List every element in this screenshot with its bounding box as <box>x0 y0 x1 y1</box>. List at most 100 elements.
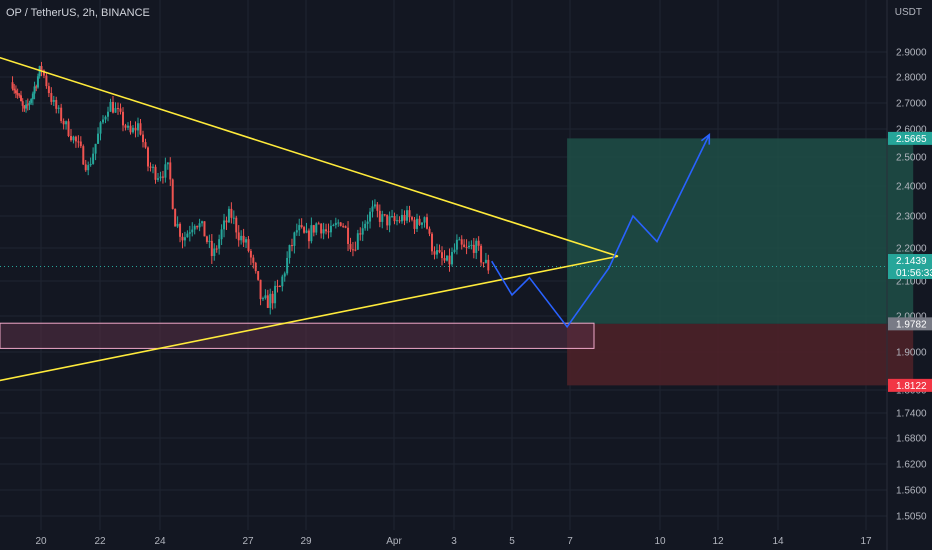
candle-body <box>240 235 243 241</box>
candle-body <box>281 276 284 287</box>
support-trendline[interactable] <box>0 255 619 382</box>
candle-body <box>52 100 55 102</box>
candle-body <box>247 239 250 251</box>
candle-body <box>139 123 142 135</box>
candle-body <box>223 220 226 230</box>
candle-body <box>18 94 21 96</box>
x-tick-label: 5 <box>509 536 515 547</box>
candle-body <box>208 240 211 242</box>
candle-body <box>67 121 70 137</box>
candle-body <box>472 244 475 253</box>
candle-body <box>276 285 279 287</box>
y-tick-label: 2.3000 <box>896 212 927 223</box>
candle-body <box>220 229 223 240</box>
candle-body <box>137 123 139 131</box>
candle-body <box>391 216 394 218</box>
candle-body <box>87 165 90 171</box>
candle-body <box>393 216 396 222</box>
x-tick-label: 14 <box>772 536 784 547</box>
candle-body <box>416 218 418 229</box>
candle-body <box>72 136 75 141</box>
candle-body <box>383 214 386 216</box>
candle-body <box>441 252 443 259</box>
candle-body <box>159 176 162 179</box>
candle-body <box>411 217 413 220</box>
candle-body <box>477 240 480 246</box>
candle-body <box>460 239 463 245</box>
candle-body <box>102 119 104 123</box>
x-tick-label: 12 <box>712 536 724 547</box>
candle-body <box>295 230 298 233</box>
candle-body <box>89 163 92 166</box>
candle-body <box>371 206 374 212</box>
price-label-countdown: 01:56:33 <box>896 268 932 279</box>
candle-body <box>21 101 24 106</box>
candle-body <box>458 239 461 241</box>
candle-body <box>181 236 184 241</box>
candle-body <box>14 90 17 94</box>
candle-body <box>421 222 423 225</box>
candle-body <box>406 210 408 221</box>
candle-body <box>288 245 291 258</box>
y-tick-label: 2.5000 <box>896 153 927 164</box>
candle-body <box>484 259 487 263</box>
candle-body <box>213 248 216 257</box>
y-tick-label: 2.0000 <box>896 312 927 323</box>
candle-body <box>144 142 147 148</box>
symbol-title: OP / TetherUS, 2h, BINANCE <box>6 7 150 19</box>
candle-body <box>322 229 325 234</box>
candle-body <box>349 243 352 250</box>
candle-body <box>487 259 490 271</box>
candle-body <box>99 122 102 134</box>
candle-body <box>227 208 230 223</box>
profit-zone[interactable] <box>567 138 914 324</box>
candle-body <box>329 225 332 233</box>
loss-zone[interactable] <box>567 323 914 386</box>
candle-body <box>264 295 267 299</box>
candle-body <box>254 262 257 272</box>
candle-body <box>47 86 50 94</box>
y-tick-label: 1.5050 <box>896 512 927 523</box>
candle-body <box>342 225 345 227</box>
candle-body <box>147 147 149 167</box>
candle-body <box>269 293 272 308</box>
candle-body <box>401 214 403 222</box>
support-zone[interactable] <box>0 322 595 349</box>
candle-body <box>266 295 269 308</box>
candle-body <box>230 208 233 218</box>
candle-body <box>154 166 157 180</box>
candle-body <box>310 225 313 242</box>
candle-body <box>252 257 255 263</box>
candle-body <box>84 164 87 171</box>
candle-body <box>482 262 485 264</box>
candle-body <box>300 225 303 228</box>
projection-path[interactable] <box>491 134 711 329</box>
candle-body <box>45 75 48 87</box>
candle-body <box>307 230 310 242</box>
candle-body <box>364 223 367 229</box>
candle-body <box>196 226 199 228</box>
resistance-trendline[interactable] <box>0 55 619 258</box>
candle-body <box>62 120 65 125</box>
candle-body <box>386 214 389 226</box>
candle-body <box>191 229 194 233</box>
candle-body <box>79 141 82 147</box>
candle-body <box>112 101 114 113</box>
candle-body <box>20 95 23 102</box>
candle-body <box>366 221 369 224</box>
candle-body <box>28 102 31 105</box>
candle-body <box>443 258 446 261</box>
candle-body <box>42 70 45 76</box>
candle-body <box>188 232 191 234</box>
x-tick-label: 20 <box>35 536 47 547</box>
candle-body <box>134 127 137 131</box>
candle-body <box>117 108 119 110</box>
x-tick-label: 10 <box>654 536 666 547</box>
candle-body <box>475 240 478 253</box>
y-tick-label: 2.9000 <box>896 48 927 59</box>
candle-body <box>433 251 436 255</box>
y-tick-label: 1.7400 <box>896 409 927 420</box>
candle-body <box>176 223 179 227</box>
